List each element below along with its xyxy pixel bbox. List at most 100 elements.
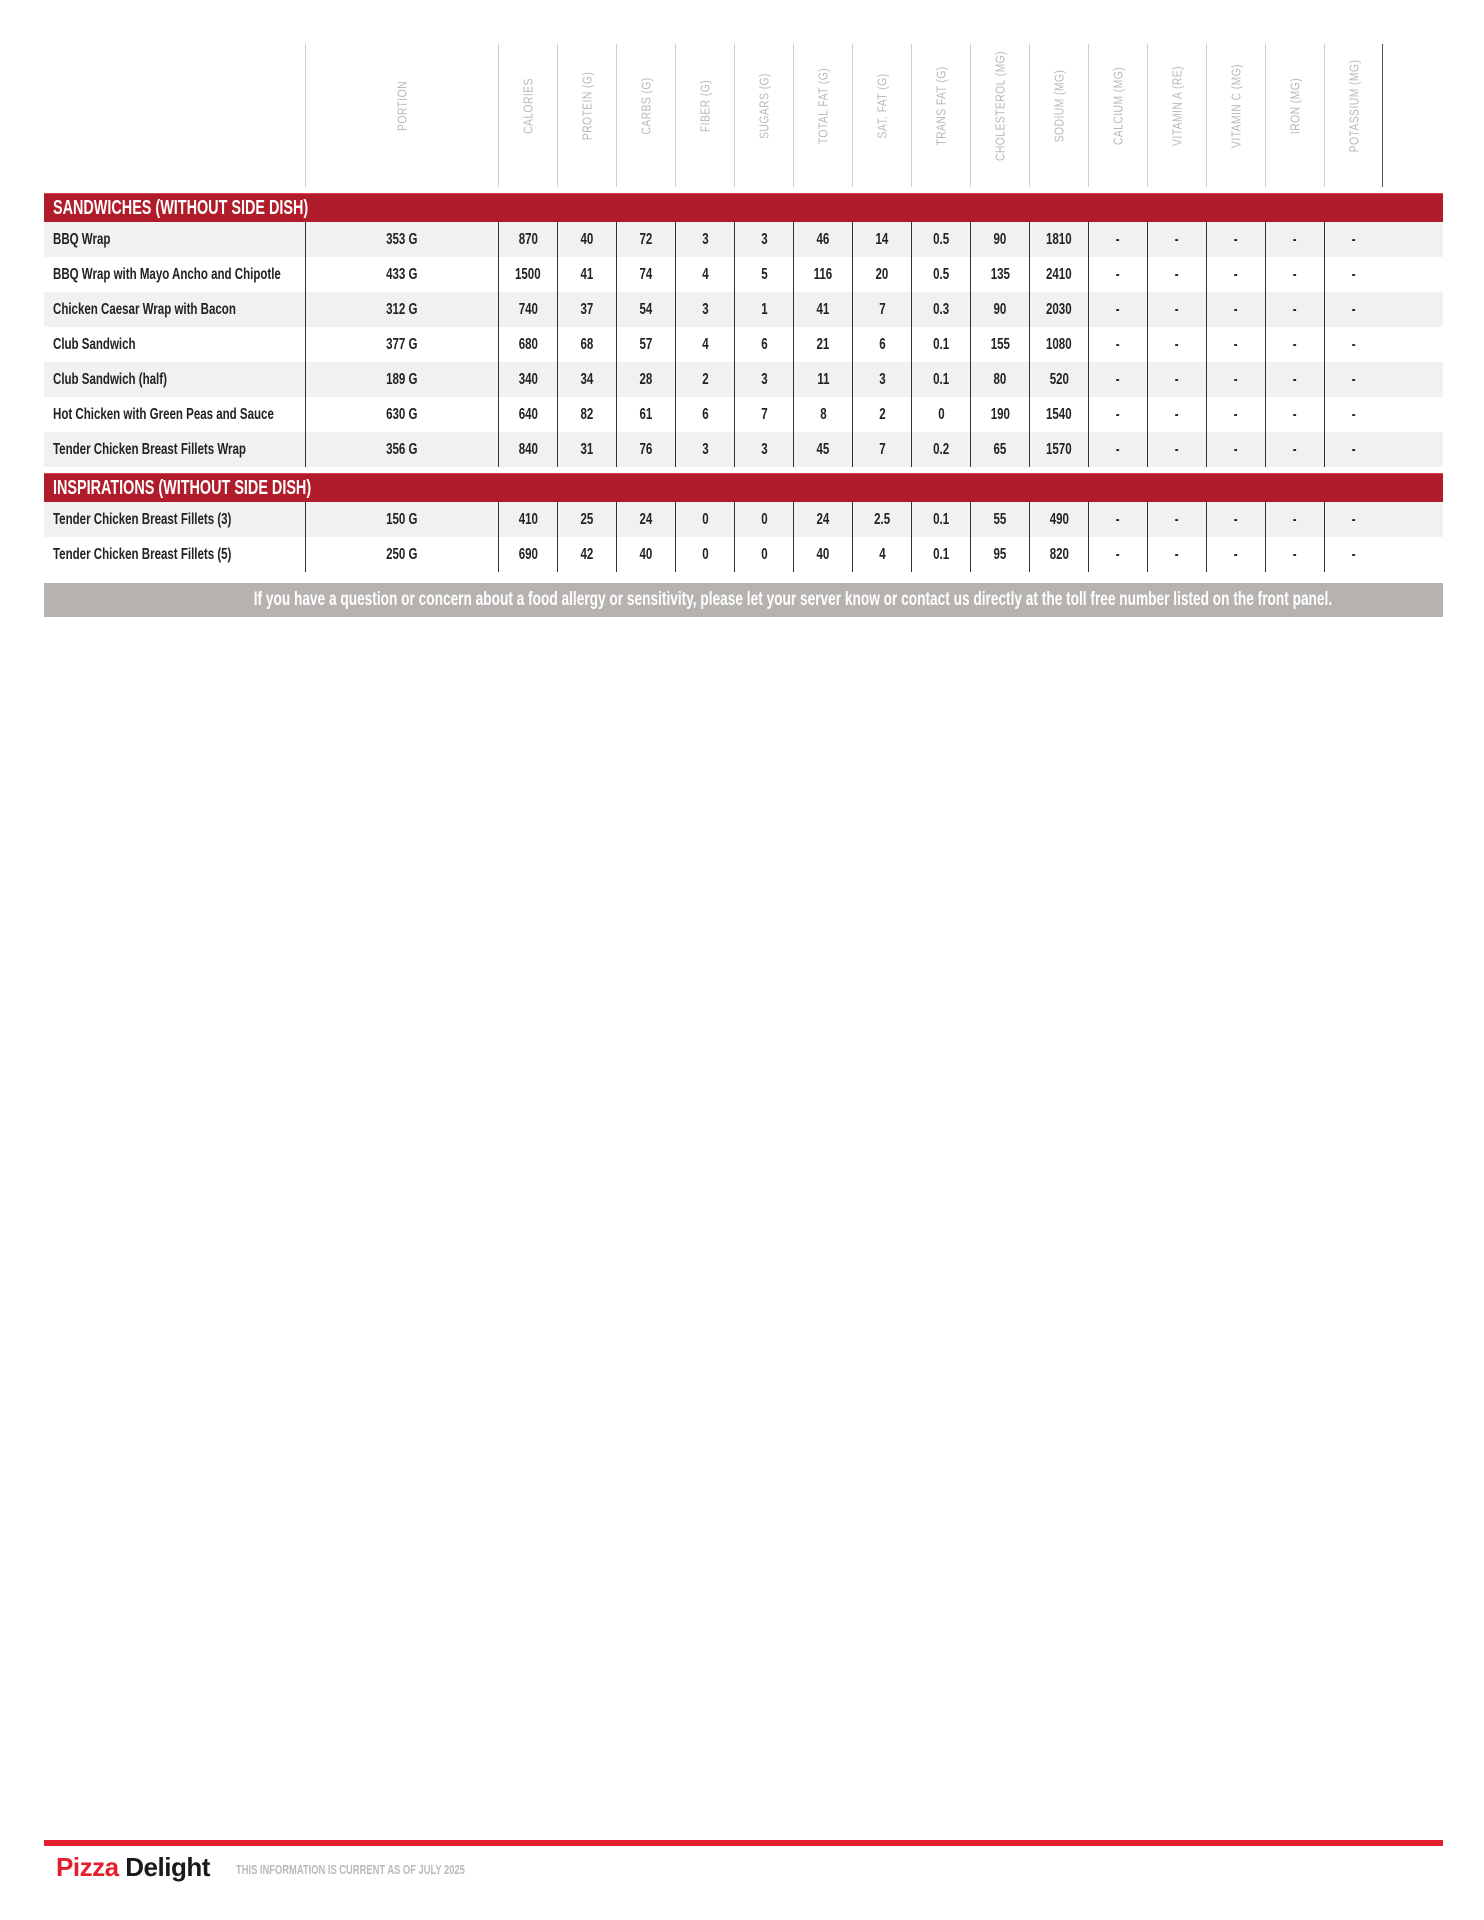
value-text: 3 bbox=[878, 371, 886, 388]
value-text: 155 bbox=[990, 336, 1010, 353]
value-text: - bbox=[1352, 371, 1356, 388]
value-text: 68 bbox=[580, 336, 594, 353]
column-header-text: SUGARS (G) bbox=[756, 73, 772, 139]
item-name-text: Tender Chicken Breast Fillets (3) bbox=[53, 511, 232, 528]
value-cell: 25 bbox=[557, 502, 616, 537]
value-text: 7 bbox=[878, 301, 886, 318]
value-text: - bbox=[1234, 441, 1238, 458]
value-cell: 3 bbox=[734, 432, 793, 467]
value-text: - bbox=[1175, 511, 1179, 528]
value-text: - bbox=[1352, 511, 1356, 528]
value-cell: 6 bbox=[734, 327, 793, 362]
value-text: 820 bbox=[1049, 546, 1069, 563]
value-cell: - bbox=[1147, 502, 1206, 537]
value-text: 0.1 bbox=[932, 511, 950, 528]
value-cell: 0.5 bbox=[911, 257, 970, 292]
value-cell: 4 bbox=[675, 327, 734, 362]
value-cell: 31 bbox=[557, 432, 616, 467]
value-text: 6 bbox=[701, 406, 709, 423]
header-blank bbox=[44, 44, 305, 187]
value-cell: - bbox=[1088, 397, 1147, 432]
value-cell: 190 bbox=[970, 397, 1029, 432]
table-row: Tender Chicken Breast Fillets Wrap 356 G 8… bbox=[44, 432, 1443, 467]
value-cell: 3 bbox=[734, 222, 793, 257]
value-cell: 116 bbox=[793, 257, 852, 292]
value-text: 150 G bbox=[386, 511, 418, 528]
value-text: - bbox=[1175, 441, 1179, 458]
value-cell: 55 bbox=[970, 502, 1029, 537]
value-text: 630 G bbox=[386, 406, 418, 423]
column-header-text: CHOLESTEROL (MG) bbox=[992, 50, 1008, 162]
value-text: 0 bbox=[760, 546, 768, 563]
value-text: 0 bbox=[701, 546, 709, 563]
value-text: 28 bbox=[639, 371, 653, 388]
value-cell: 20 bbox=[852, 257, 911, 292]
value-cell: 155 bbox=[970, 327, 1029, 362]
column-header: IRON (MG) bbox=[1265, 44, 1324, 187]
value-cell: 0.2 bbox=[911, 432, 970, 467]
value-text: 189 G bbox=[386, 371, 418, 388]
column-header: CHOLESTEROL (MG) bbox=[970, 44, 1029, 187]
value-cell: 3 bbox=[734, 362, 793, 397]
column-header: PROTEIN (G) bbox=[557, 44, 616, 187]
value-cell: 2.5 bbox=[852, 502, 911, 537]
value-cell: - bbox=[1324, 222, 1383, 257]
column-header-label: CALCIUM (MG) bbox=[1111, 57, 1126, 155]
value-cell: - bbox=[1206, 222, 1265, 257]
column-header-text: POTASSIUM (MG) bbox=[1346, 59, 1361, 153]
value-text: 24 bbox=[639, 511, 653, 528]
item-name: Chicken Caesar Wrap with Bacon bbox=[44, 292, 305, 327]
value-text: 3 bbox=[760, 231, 768, 248]
value-text: 3 bbox=[760, 441, 768, 458]
table-body: SANDWICHES (WITHOUT SIDE DISH) BBQ Wrap 3 5… bbox=[44, 193, 1443, 572]
info-date-note: THIS INFORMATION IS CURRENT AS OF JULY 2… bbox=[236, 1862, 465, 1877]
value-text: 41 bbox=[816, 301, 830, 318]
value-cell: - bbox=[1088, 327, 1147, 362]
value-text: 0.5 bbox=[932, 231, 950, 248]
value-text: - bbox=[1116, 511, 1120, 528]
value-cell: - bbox=[1206, 432, 1265, 467]
column-header: POTASSIUM (MG) bbox=[1324, 44, 1383, 187]
value-text: 65 bbox=[993, 441, 1007, 458]
value-text: - bbox=[1116, 441, 1120, 458]
value-cell: - bbox=[1147, 537, 1206, 572]
value-text: 0.1 bbox=[932, 371, 950, 388]
value-cell: 5 bbox=[734, 257, 793, 292]
value-text: 90 bbox=[993, 231, 1007, 248]
item-name-text: Club Sandwich (half) bbox=[53, 371, 167, 388]
value-text: 80 bbox=[993, 371, 1007, 388]
value-cell: 3 bbox=[675, 432, 734, 467]
value-cell: 6 bbox=[675, 397, 734, 432]
value-text: - bbox=[1175, 266, 1179, 283]
section-header: SANDWICHES (WITHOUT SIDE DISH) bbox=[44, 193, 1443, 222]
value-cell: - bbox=[1206, 292, 1265, 327]
value-cell: 312 G bbox=[305, 292, 498, 327]
column-header-label: IRON (MG) bbox=[1288, 71, 1303, 141]
column-header-label: CHOLESTEROL (MG) bbox=[993, 37, 1008, 175]
column-header-label: CALORIES bbox=[521, 71, 536, 141]
value-text: 2030 bbox=[1046, 301, 1072, 318]
value-cell: 820 bbox=[1029, 537, 1088, 572]
allergy-disclaimer: If you have a question or concern about … bbox=[44, 583, 1443, 617]
value-text: 11 bbox=[816, 371, 830, 388]
value-text: - bbox=[1352, 406, 1356, 423]
value-cell: 46 bbox=[793, 222, 852, 257]
column-header: VITAMIN C (MG) bbox=[1206, 44, 1265, 187]
value-cell: 870 bbox=[498, 222, 557, 257]
table-header: PORTION CALORIES PROTEIN (G) CARBS (G) FIBER… bbox=[44, 44, 1443, 187]
item-name-text: BBQ Wrap bbox=[53, 231, 111, 248]
value-cell: 65 bbox=[970, 432, 1029, 467]
value-text: 0.5 bbox=[932, 266, 950, 283]
value-text: 20 bbox=[875, 266, 889, 283]
table-row: Tender Chicken Breast Fillets (3) 150 G 41… bbox=[44, 502, 1443, 537]
value-text: 3 bbox=[701, 301, 709, 318]
value-text: - bbox=[1352, 546, 1356, 563]
column-header-label: CARBS (G) bbox=[639, 70, 654, 142]
value-text: 2 bbox=[701, 371, 709, 388]
value-cell: - bbox=[1147, 222, 1206, 257]
value-cell: 340 bbox=[498, 362, 557, 397]
column-header-text: TRANS FAT (G) bbox=[933, 66, 949, 146]
value-cell: 45 bbox=[793, 432, 852, 467]
value-cell: - bbox=[1265, 292, 1324, 327]
value-cell: 740 bbox=[498, 292, 557, 327]
